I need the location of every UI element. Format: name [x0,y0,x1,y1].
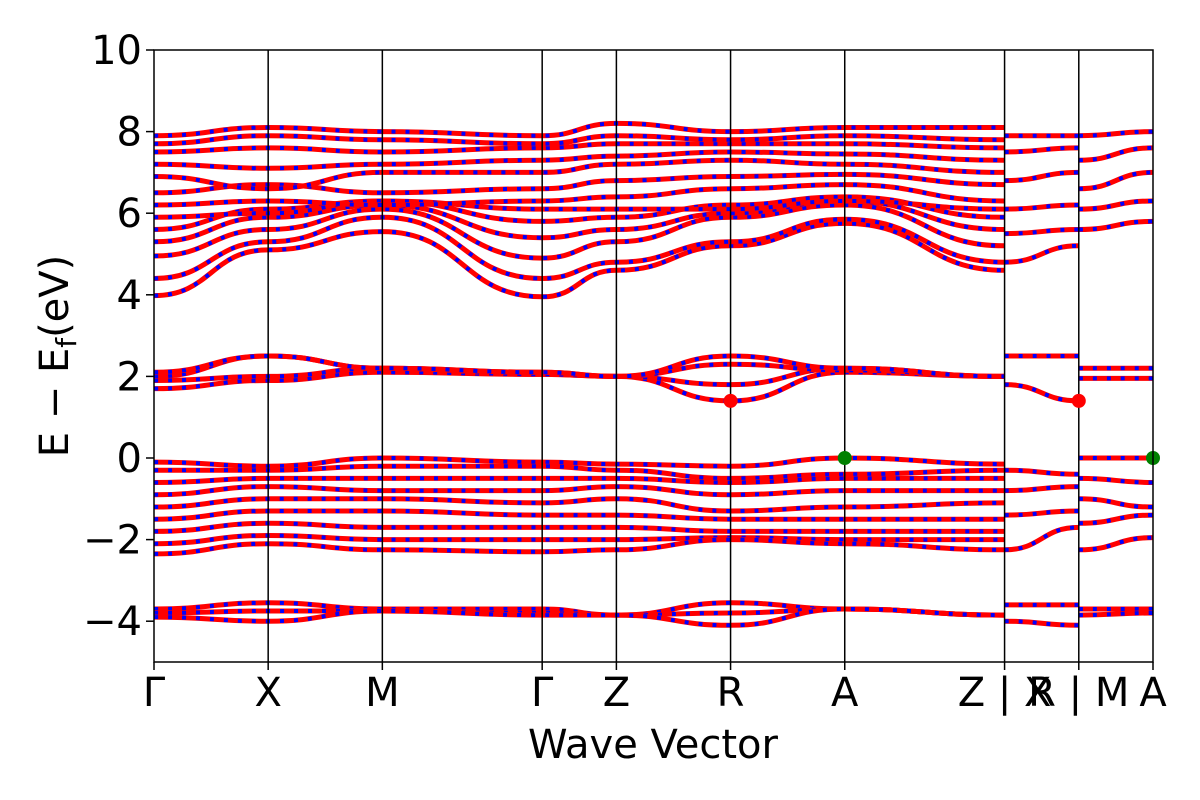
x-tick-label-7: Z | X [958,670,1052,716]
marker-2 [837,451,852,465]
band-12-spin-down [153,121,1005,138]
band-1-spin-down [153,215,1005,281]
y-tick-label-2: 0 [117,436,142,482]
band-30-spin-up [1004,227,1079,237]
x-tick-label-1: X [254,670,281,716]
x-tick-label-5: R [717,670,745,716]
marker-0 [723,393,738,408]
band-8-spin-down [153,158,1005,191]
band-52-spin-up [1078,496,1154,510]
x-tick-label-6: A [831,670,859,716]
band-51-spin-up [1078,475,1154,485]
y-tick-label-5: 6 [117,191,142,237]
band-54-spin-up [1078,535,1154,553]
y-axis-label-unit: (eV) [32,255,78,338]
y-axis-ticks: −4 −2 0 2 4 6 8 10 [83,28,154,645]
band-38-spin-up [1004,484,1079,494]
x-tick-label-0: Γ [143,670,166,716]
band-20-spin-down [153,484,1005,497]
y-axis-label-main: E − E [32,348,78,458]
band-53-spin-up [1078,512,1154,526]
y-tick-label-6: 8 [117,110,142,156]
band-42-spin-up [1004,618,1079,628]
band-edge-markers [723,393,1160,465]
band-45-spin-up [1078,169,1154,192]
band-39-spin-up [1004,508,1079,518]
marker-1 [1071,393,1086,408]
plot-frame [153,49,1154,663]
band-29-spin-up [1004,243,1079,265]
band-43-spin-up [1078,218,1154,232]
band-56-spin-up [1078,610,1154,618]
y-tick-label-0: −4 [83,599,142,645]
band-13-spin-down [153,370,1005,403]
band-36-spin-up [1004,382,1079,404]
band-37-spin-up [1004,467,1079,477]
x-axis-label: Wave Vector [528,722,779,768]
y-tick-label-4: 4 [117,273,142,319]
band-7-spin-down [153,172,1005,195]
x-tick-label-3: Γ [531,670,554,716]
band-44-spin-up [1078,198,1154,212]
x-tick-label-9: A [1139,670,1167,716]
band-46-spin-up [1078,145,1154,163]
x-tick-label-2: M [365,670,400,716]
band-31-spin-up [1004,202,1079,212]
band-25-spin-down [153,537,1005,556]
y-tick-label-7: 10 [91,28,142,74]
band-47-spin-up [1078,129,1154,139]
band-22-spin-down [153,508,1005,522]
band-21-spin-down [153,496,1005,514]
band-lines [153,120,1154,628]
band-16-spin-up [153,353,1005,379]
x-tick-label-4: Z [603,670,630,716]
band-32-spin-up [1004,169,1079,184]
band-40-spin-up [1004,524,1079,553]
y-axis-label: E − Ef(eV) [32,255,83,458]
band-23-spin-down [153,521,1005,534]
y-axis-label-subscript: f [50,337,83,348]
band-33-spin-up [1004,145,1079,155]
band-24-spin-down [153,533,1005,546]
y-tick-label-3: 2 [117,354,142,400]
y-tick-label-1: −2 [83,518,142,564]
kpoint-lines [267,50,1080,662]
band-11-spin-down [153,133,1005,146]
x-tick-label-8: R | M [1028,670,1129,716]
